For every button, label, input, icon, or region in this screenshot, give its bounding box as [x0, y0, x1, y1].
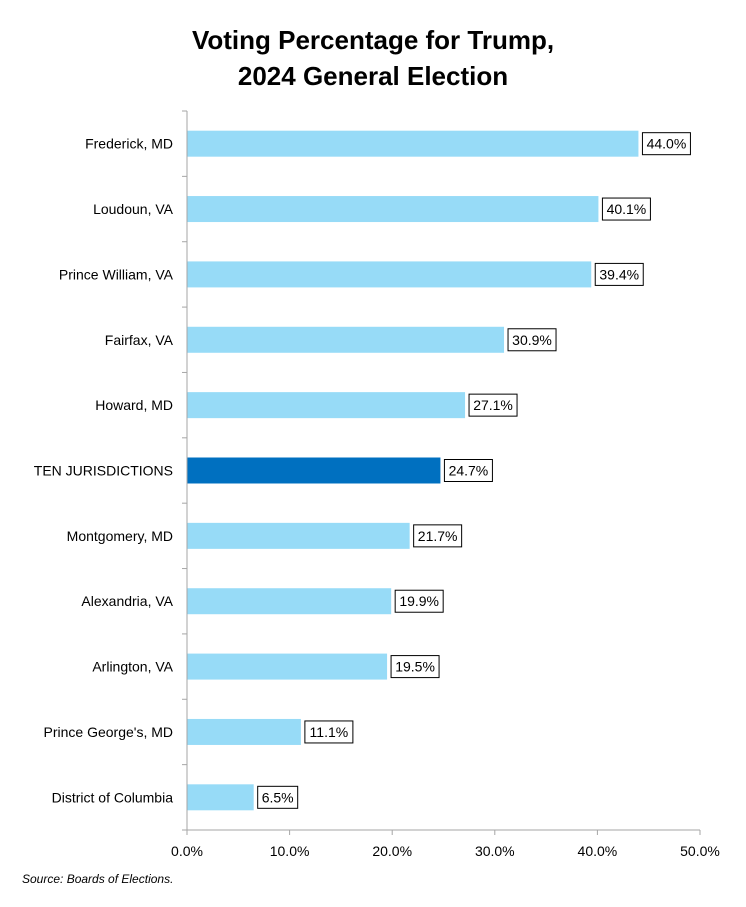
x-tick-label: 40.0%	[578, 843, 618, 859]
data-label-box	[468, 393, 518, 417]
category-label: Loudoun, VA	[93, 201, 174, 217]
bar	[187, 457, 441, 484]
data-label-box	[413, 524, 463, 548]
data-label-box	[304, 720, 354, 744]
data-label: 30.9%	[512, 332, 552, 348]
bar	[187, 784, 254, 811]
data-label: 44.0%	[647, 136, 687, 152]
bar	[187, 326, 505, 353]
category-label: Montgomery, MD	[67, 528, 173, 544]
data-label: 19.9%	[399, 593, 439, 609]
category-label: District of Columbia	[52, 789, 174, 805]
source-note: Source: Boards of Elections.	[22, 872, 174, 886]
bar	[187, 718, 301, 745]
data-label: 40.1%	[607, 201, 647, 217]
bar	[187, 261, 592, 288]
data-label-box	[257, 785, 299, 809]
x-tick-label: 10.0%	[270, 843, 310, 859]
category-label: Prince William, VA	[59, 266, 174, 282]
data-label-box	[390, 655, 440, 679]
data-label-box	[641, 132, 691, 156]
category-label: Fairfax, VA	[105, 332, 174, 348]
data-label-box	[394, 589, 444, 613]
chart-title-line-1: Voting Percentage for Trump,	[191, 25, 555, 55]
category-label: Prince George's, MD	[44, 724, 174, 740]
x-tick-label: 30.0%	[475, 843, 515, 859]
x-tick-label: 50.0%	[680, 843, 720, 859]
category-label: TEN JURISDICTIONS	[34, 463, 173, 479]
category-label: Arlington, VA	[92, 659, 173, 675]
data-label: 24.7%	[449, 463, 489, 479]
data-label: 39.4%	[599, 266, 639, 282]
chart-title-line-2: 2024 General Election	[237, 61, 509, 91]
x-tick-label: 0.0%	[171, 843, 203, 859]
data-label-box	[507, 328, 557, 352]
data-label: 6.5%	[262, 789, 294, 805]
data-label: 27.1%	[473, 397, 513, 413]
category-label: Howard, MD	[95, 397, 173, 413]
data-label-box	[443, 459, 493, 482]
bar	[187, 653, 388, 680]
chart-title: Voting Percentage for Trump, 2024 Genera…	[0, 22, 746, 94]
bar	[187, 196, 599, 223]
data-label-box	[601, 197, 651, 221]
bar	[187, 522, 410, 549]
bar	[187, 392, 466, 419]
category-label: Frederick, MD	[85, 136, 173, 152]
bar	[187, 130, 639, 157]
data-label: 11.1%	[310, 724, 349, 740]
data-label: 21.7%	[418, 528, 458, 544]
data-label: 19.5%	[395, 659, 435, 675]
data-label-box	[594, 262, 644, 286]
x-tick-label: 20.0%	[372, 843, 412, 859]
bar	[187, 588, 392, 615]
category-label: Alexandria, VA	[81, 593, 173, 609]
